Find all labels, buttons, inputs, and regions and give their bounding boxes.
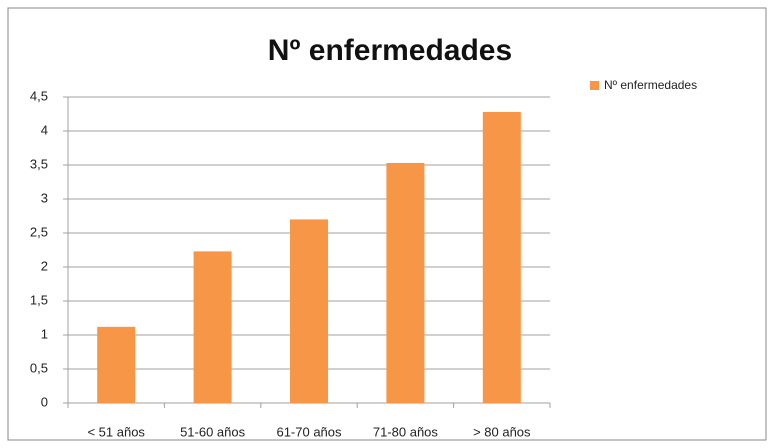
y-tick-label: 4 <box>41 122 48 137</box>
y-tick-label: 1,5 <box>30 292 48 307</box>
bar <box>482 111 521 404</box>
y-tick-label: 3 <box>41 190 48 205</box>
x-tick-label: 71-80 años <box>373 424 439 439</box>
x-tick-label: < 51 años <box>87 424 145 439</box>
y-tick-label: 2 <box>41 258 48 273</box>
y-tick-label: 1 <box>41 326 48 341</box>
bar <box>386 162 425 403</box>
y-tick-label: 4,5 <box>30 88 48 103</box>
bar <box>290 219 328 403</box>
legend-swatch <box>590 81 599 90</box>
x-tick-label: 51-60 años <box>180 424 246 439</box>
y-tick-label: 0,5 <box>30 360 48 375</box>
y-tick-label: 3,5 <box>30 156 48 171</box>
y-tick-label: 0 <box>41 394 48 409</box>
legend-label: Nº enfermedades <box>604 78 697 92</box>
x-tick-label: > 80 años <box>473 424 531 439</box>
bar <box>97 326 136 403</box>
y-tick-label: 2,5 <box>30 224 48 239</box>
chart-title: Nº enfermedades <box>268 34 512 67</box>
bar <box>193 251 232 403</box>
x-tick-label: 61-70 años <box>276 424 342 439</box>
